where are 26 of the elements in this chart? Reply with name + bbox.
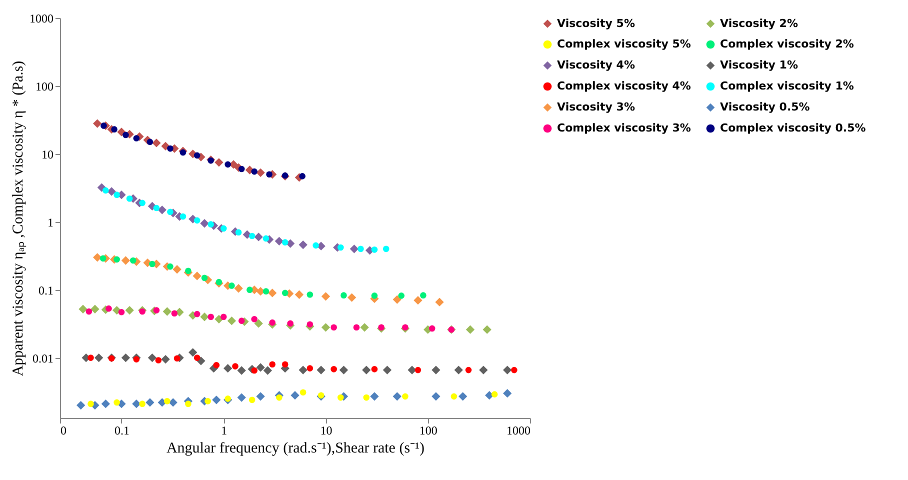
y-axis-title: Apparent viscosity ηₐₚ ,Complex viscosity η * (Pa.s) (10, 60, 26, 376)
x-tick-label: 0 (60, 424, 66, 438)
y-tick-label: 0.01 (32, 351, 54, 366)
legend-label: Viscosity 5% (557, 16, 635, 30)
legend-label: Complex viscosity 2% (720, 38, 854, 50)
x-tick-label: 1 (221, 424, 228, 438)
y-tick-label: 10 (42, 147, 54, 162)
legend-label: Complex viscosity 5% (557, 38, 691, 50)
legend-label: Complex viscosity 4% (557, 80, 691, 92)
y-tick-label: 0.1 (38, 283, 54, 298)
legend-label: Viscosity 2% (720, 16, 798, 30)
x-tick-label: 10 (320, 424, 332, 438)
y-tick-label: 1000 (30, 12, 54, 26)
legend-label: Viscosity 3% (557, 100, 635, 114)
y-tick-label: 100 (36, 79, 54, 94)
x-axis-title: Angular frequency (rad.s⁻¹),Shear rate (s⁻¹) (166, 440, 425, 456)
x-tick-label: 1000 (506, 424, 530, 438)
x-tick-label: 100 (419, 424, 438, 438)
legend-label: Complex viscosity 0.5% (720, 122, 866, 134)
legend-label: Complex viscosity 1% (720, 80, 854, 92)
legend-label: Viscosity 1% (720, 58, 798, 72)
legend-label: Viscosity 4% (557, 58, 635, 72)
x-tick-label: 0.1 (114, 424, 130, 438)
legend-label: Complex viscosity 3% (557, 122, 691, 134)
y-tick-label: 1 (48, 215, 54, 230)
legend-label: Viscosity 0.5% (720, 100, 810, 114)
